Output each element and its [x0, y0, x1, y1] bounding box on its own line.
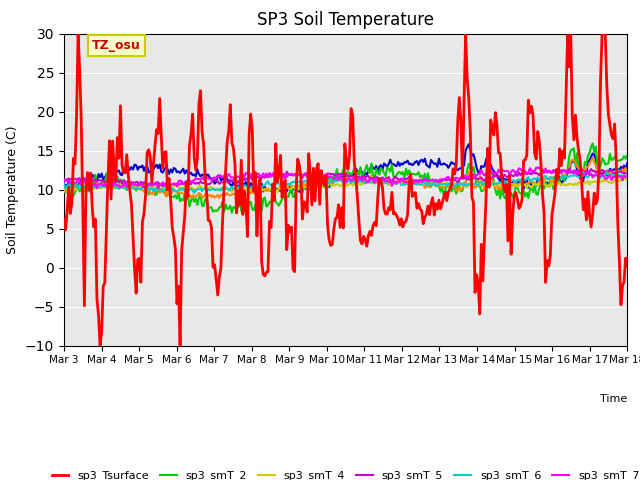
Y-axis label: Soil Temperature (C): Soil Temperature (C): [6, 125, 19, 254]
Text: Time: Time: [600, 394, 627, 404]
Legend: sp3_Tsurface, sp3_smT_1, sp3_smT_2, sp3_smT_3, sp3_smT_4, sp3_smT_5, sp3_smT_6, : sp3_Tsurface, sp3_smT_1, sp3_smT_2, sp3_…: [47, 466, 640, 480]
Title: SP3 Soil Temperature: SP3 Soil Temperature: [257, 11, 434, 29]
Text: TZ_osu: TZ_osu: [92, 39, 141, 52]
